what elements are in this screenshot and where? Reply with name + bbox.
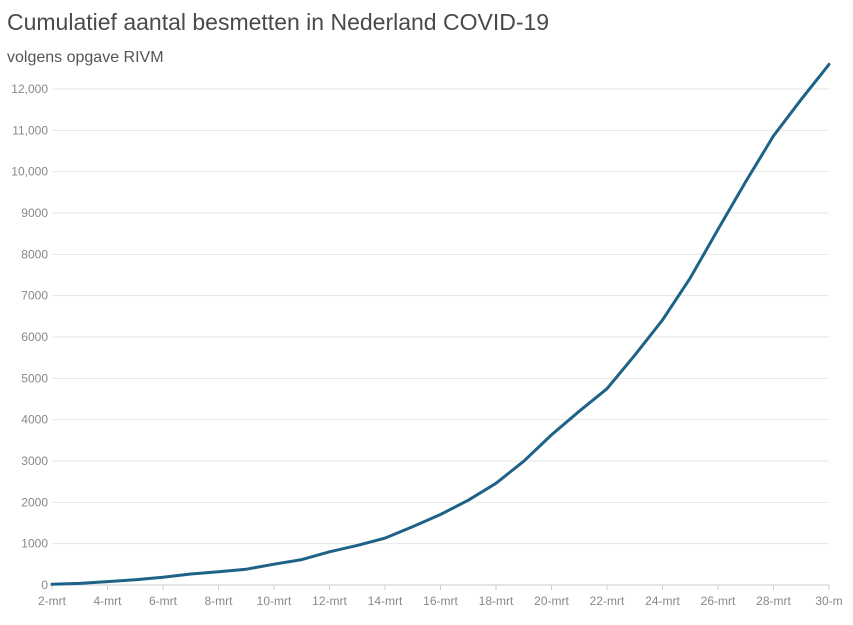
y-tick-label: 2000 <box>21 495 48 509</box>
x-tick-label: 6-mrt <box>149 594 178 608</box>
data-point <box>300 558 303 561</box>
data-point <box>78 582 81 585</box>
data-point <box>439 513 442 516</box>
y-tick-label: 1000 <box>21 537 48 551</box>
x-tick-label: 28-mrt <box>756 594 791 608</box>
data-point <box>633 353 636 357</box>
x-tick-label: 4-mrt <box>94 594 123 608</box>
chart-subtitle: volgens opgave RIVM <box>7 49 164 66</box>
x-tick-label: 14-mrt <box>368 594 403 608</box>
data-point <box>744 180 747 183</box>
data-point <box>578 410 581 413</box>
x-tick-label: 12-mrt <box>312 594 347 608</box>
data-point <box>161 576 165 579</box>
x-tick-label: 22-mrt <box>590 594 625 608</box>
data-point <box>411 525 414 528</box>
data-point <box>328 550 331 553</box>
x-tick-label: 24-mrt <box>645 594 680 608</box>
data-point <box>134 578 137 581</box>
data-point <box>689 276 692 280</box>
x-tick-label: 16-mrt <box>423 594 458 608</box>
data-point <box>356 544 359 547</box>
x-axis-ticks: 2-mrt 4-mrt 6-mrt 8-mrt 10-mrt 12-mrt 14-mrt 16… <box>38 585 843 608</box>
y-tick-label: 0 <box>41 578 48 592</box>
y-tick-label: 8000 <box>21 247 48 261</box>
data-point <box>467 499 470 502</box>
y-tick-label: 3000 <box>21 454 48 468</box>
data-point <box>605 387 609 390</box>
data-point <box>772 134 775 138</box>
y-tick-label: 4000 <box>21 413 48 427</box>
x-tick-label: 26-mrt <box>701 594 736 608</box>
y-tick-label: 9000 <box>21 206 48 220</box>
data-point <box>217 570 220 573</box>
data-point <box>272 563 276 566</box>
x-tick-label: 18-mrt <box>479 594 514 608</box>
x-tick-label: 30-m <box>815 594 842 608</box>
y-axis-ticks: 0 1000 2000 3000 4000 5000 6000 7000 8000 9000 10,… <box>11 82 48 592</box>
series-line <box>50 62 831 586</box>
x-tick-label: 8-mrt <box>205 594 234 608</box>
x-tick-label: 10-mrt <box>257 594 292 608</box>
y-tick-label: 5000 <box>21 371 48 385</box>
y-tick-label: 10,000 <box>11 165 48 179</box>
y-tick-label: 6000 <box>21 330 48 344</box>
data-point <box>50 583 54 586</box>
chart-title: Cumulatief aantal besmetten in Nederland… <box>7 9 550 35</box>
data-point <box>189 572 192 576</box>
data-point <box>245 568 248 571</box>
grid-lines <box>52 88 829 545</box>
x-tick-label: 2-mrt <box>38 594 67 608</box>
data-point <box>716 228 720 231</box>
y-tick-label: 11,000 <box>12 123 48 137</box>
data-point <box>383 536 387 540</box>
x-tick-label: 20-mrt <box>534 594 569 608</box>
data-point <box>522 460 525 463</box>
data-point <box>494 482 498 485</box>
y-tick-label: 7000 <box>21 289 48 303</box>
data-point <box>661 318 664 322</box>
data-point <box>800 98 803 101</box>
data-point <box>550 433 553 437</box>
data-point <box>827 63 831 66</box>
y-tick-label: 12,000 <box>11 82 48 96</box>
series-layer <box>50 62 831 586</box>
data-point <box>106 580 109 583</box>
